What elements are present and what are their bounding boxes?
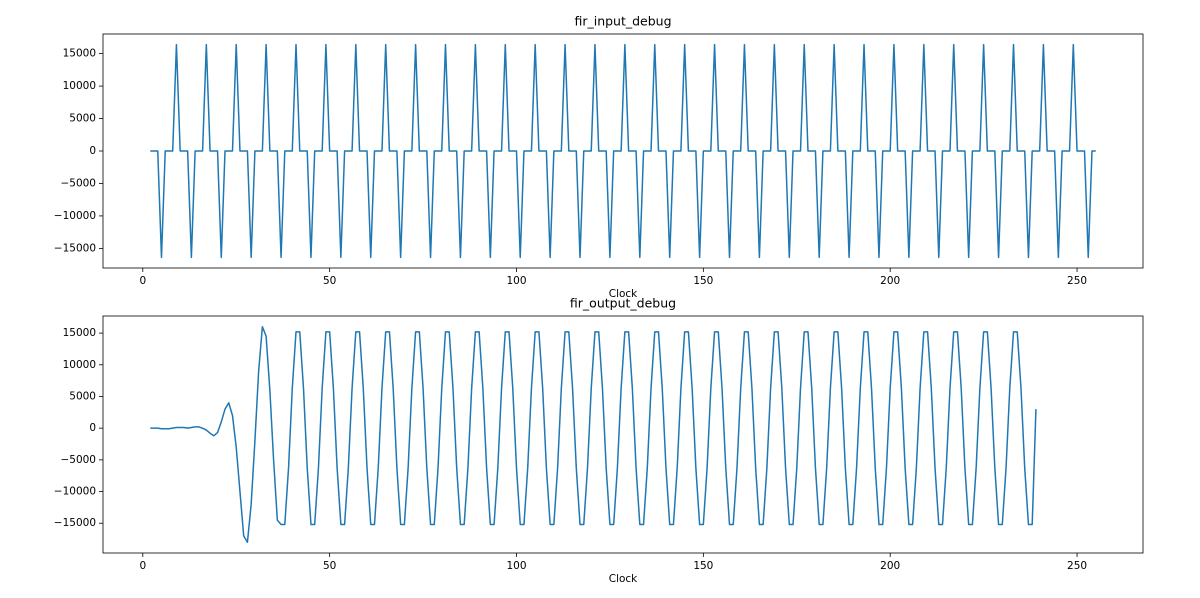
y-tick-label: 10000 [63, 80, 96, 92]
y-tick-label: 10000 [63, 359, 96, 371]
y-tick-label: 5000 [69, 390, 96, 402]
x-tick-label: 200 [880, 275, 900, 287]
y-tick-label: 15000 [63, 327, 96, 339]
y-tick-label: 15000 [63, 48, 96, 60]
y-tick-label: −15000 [54, 242, 96, 254]
x-tick-label: 150 [693, 560, 713, 572]
x-tick-label: 0 [139, 275, 146, 287]
y-tick-label: −15000 [54, 517, 96, 529]
line [150, 43, 1096, 259]
x-tick-label: 150 [693, 275, 713, 287]
y-tick-label: 5000 [69, 113, 96, 125]
chart-title: fir_output_debug [570, 296, 676, 311]
x-tick-label: 50 [323, 275, 336, 287]
x-axis-label: Clock [609, 573, 638, 585]
x-tick-label: 100 [506, 560, 526, 572]
chart-title: fir_input_debug [574, 14, 671, 29]
axes-frame [102, 315, 1144, 554]
x-tick-label: 50 [323, 560, 336, 572]
x-tick-label: 200 [880, 560, 900, 572]
x-axis-label: Clock [609, 288, 638, 300]
y-tick-label: −5000 [60, 454, 96, 466]
y-tick-label: −10000 [54, 486, 96, 498]
y-tick-label: −10000 [54, 210, 96, 222]
x-tick-label: 250 [1067, 275, 1087, 287]
y-tick-label: 0 [89, 422, 96, 434]
y-tick-label: −5000 [60, 177, 96, 189]
line [150, 326, 1037, 543]
y-tick-label: 0 [89, 145, 96, 157]
x-tick-label: 0 [139, 560, 146, 572]
x-tick-label: 100 [506, 275, 526, 287]
x-tick-label: 250 [1067, 560, 1087, 572]
